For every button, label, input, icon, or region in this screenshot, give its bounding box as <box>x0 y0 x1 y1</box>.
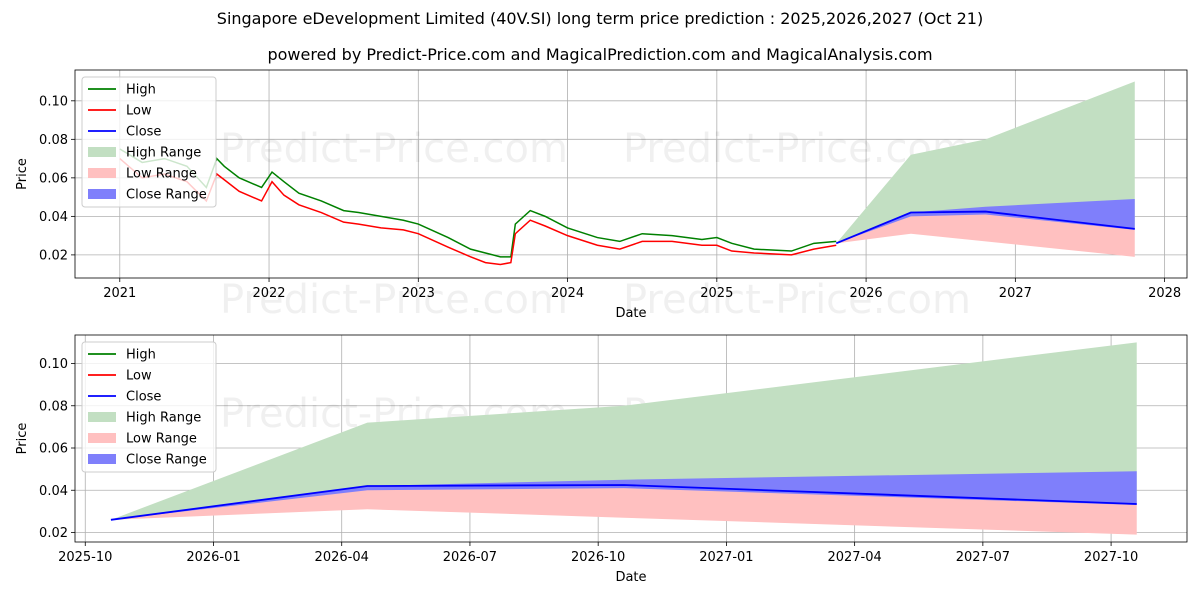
y-tick-label: 0.02 <box>39 526 68 541</box>
legend-low-range-swatch <box>88 433 116 443</box>
close-range-area <box>110 471 1137 520</box>
x-tick-label: 2021 <box>103 286 136 301</box>
y-axis-label: Price <box>15 158 30 190</box>
legend-close-label: Close <box>126 125 161 140</box>
high-range-area <box>110 342 1137 520</box>
x-axis-label: Date <box>615 570 646 585</box>
legend-low-range-swatch <box>88 168 116 178</box>
x-tick-label: 2026-01 <box>186 550 240 565</box>
x-tick-label: 2027 <box>999 286 1032 301</box>
y-tick-label: 0.08 <box>39 399 68 414</box>
x-tick-label: 2027-07 <box>956 550 1010 565</box>
legend: High Low Close High Range Low Range Close Ran… <box>81 341 217 473</box>
legend-close-range-swatch <box>88 454 116 464</box>
watermark-text: Predict-Price.com <box>623 277 971 323</box>
low-line <box>119 158 837 266</box>
legend-high-label: High <box>126 348 156 363</box>
legend-close-label: Close <box>126 390 161 405</box>
legend-high-range-swatch <box>88 412 116 422</box>
close-line <box>110 484 1137 521</box>
y-tick-label: 0.10 <box>39 357 68 372</box>
legend-close-range-label: Close Range <box>126 188 207 203</box>
x-tick-label: 2026 <box>850 286 883 301</box>
chart-subtitle: powered by Predict-Price.com and Magical… <box>267 45 933 64</box>
y-tick-label: 0.06 <box>39 442 68 457</box>
close-range-area <box>836 199 1135 244</box>
legend-high-range-swatch <box>88 147 116 157</box>
chart-title: Singapore eDevelopment Limited (40V.SI) … <box>216 9 984 28</box>
y-tick-label: 0.06 <box>39 171 68 186</box>
plot-area <box>119 81 1135 266</box>
x-tick-label: 2026-10 <box>571 550 625 565</box>
x-tick-label: 2027-01 <box>699 550 753 565</box>
plot-frame <box>74 334 1188 543</box>
x-tick-label: 2028 <box>1148 286 1181 301</box>
plot-frame <box>74 69 1188 279</box>
low-range-area <box>836 211 1135 257</box>
y-tick-label: 0.08 <box>39 133 68 148</box>
low-range-area <box>110 484 1137 535</box>
watermark-text: Predict-Price.com <box>220 126 568 172</box>
watermark-text: Predict-Price.com <box>220 277 568 323</box>
legend-high-range-label: High Range <box>126 146 201 161</box>
legend-low-range-label: Low Range <box>126 432 197 447</box>
legend-close-range-swatch <box>88 189 116 199</box>
legend-low-label: Low <box>126 369 152 384</box>
chart-panel-1: 2021 2022 2023 2024 2025 2026 2027 2028 0.02 0.04… <box>15 69 1188 323</box>
x-tick-label: 2026-04 <box>315 550 369 565</box>
y-tick-label: 0.04 <box>39 484 68 499</box>
plot-area <box>110 342 1137 535</box>
x-tick-label: 2023 <box>402 286 435 301</box>
legend: High Low Close High Range Low Range Close Ran… <box>81 76 217 208</box>
legend-high-range-label: High Range <box>126 411 201 426</box>
y-axis-label: Price <box>15 423 30 455</box>
x-tick-label: 2027-04 <box>827 550 881 565</box>
high-line <box>119 148 837 258</box>
close-line <box>835 210 1135 245</box>
legend-close-range-label: Close Range <box>126 453 207 468</box>
legend-high-label: High <box>126 83 156 98</box>
legend-low-range-label: Low Range <box>126 167 197 182</box>
x-tick-label: 2024 <box>551 286 584 301</box>
legend-low-label: Low <box>126 104 152 119</box>
x-tick-label: 2022 <box>252 286 285 301</box>
y-tick-label: 0.02 <box>39 248 68 263</box>
x-tick-label: 2027-10 <box>1084 550 1138 565</box>
y-tick-label: 0.10 <box>39 94 68 109</box>
x-axis-label: Date <box>615 306 646 321</box>
x-tick-label: 2026-07 <box>443 550 497 565</box>
chart-panel-2: 2025-10 2026-01 2026-04 2026-07 2026-10 2027-… <box>15 334 1188 585</box>
x-tick-label: 2025-10 <box>58 550 112 565</box>
y-tick-label: 0.04 <box>39 210 68 225</box>
x-tick-label: 2025 <box>700 286 733 301</box>
